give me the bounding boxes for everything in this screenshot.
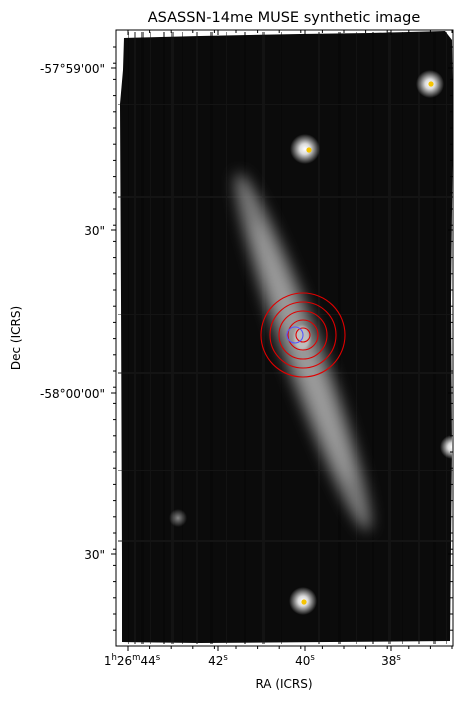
stripe [226, 32, 227, 644]
detector-stripes [118, 32, 453, 644]
plot-title: ASASSN-14me MUSE synthetic image [148, 10, 421, 26]
stripe [118, 470, 453, 471]
sn-contours [260, 292, 346, 378]
y-tick-label: 30" [84, 548, 105, 562]
stripe [433, 32, 436, 644]
edge-star [440, 435, 453, 459]
axis-ticks [111, 30, 453, 651]
star [416, 70, 444, 98]
stripe [128, 32, 129, 644]
stripe [118, 196, 453, 198]
stripe [141, 32, 144, 644]
stripe [118, 104, 453, 105]
y-axis-label: Dec (ICRS) [9, 306, 23, 370]
stripe [134, 32, 136, 644]
x-tick-label: 1h26m44s [104, 653, 161, 668]
stripe [418, 32, 420, 644]
star [290, 134, 320, 164]
x-tick-label: 40s [295, 653, 315, 668]
y-tick-label: -58°00'00" [40, 387, 105, 401]
stripe [118, 540, 453, 542]
y-tick-label: -57°59'00" [40, 62, 105, 76]
stripe [196, 32, 198, 644]
faint-source [169, 509, 187, 527]
stripe [210, 32, 213, 644]
stripe [163, 32, 165, 644]
stripe [356, 32, 357, 644]
star [289, 587, 317, 615]
axes-frame [115, 29, 454, 647]
stripe [388, 32, 391, 644]
y-tick-label: 30" [84, 224, 105, 238]
stripe [182, 32, 183, 644]
x-tick-label: 42s [208, 653, 228, 668]
stripe [150, 32, 151, 644]
stripe [338, 32, 341, 644]
stripe [171, 32, 174, 644]
stripe [244, 32, 246, 644]
galaxy-disk [235, 173, 371, 531]
stripe [402, 32, 403, 644]
x-tick-label: 38s [381, 653, 401, 668]
host-circle [286, 326, 304, 344]
stripe [372, 32, 374, 644]
muse-image [116, 30, 453, 646]
stripe [262, 32, 265, 644]
stripe [446, 32, 447, 644]
x-axis-label: RA (ICRS) [255, 677, 312, 691]
